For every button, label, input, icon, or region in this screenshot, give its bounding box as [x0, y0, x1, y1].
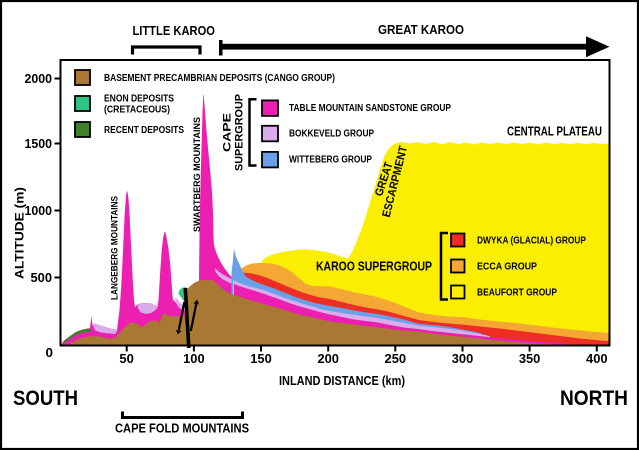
svg-text:KAROO SUPERGROUP: KAROO SUPERGROUP	[316, 260, 432, 274]
svg-text:ECCA GROUP: ECCA GROUP	[477, 262, 537, 273]
svg-text:ENON DEPOSITS: ENON DEPOSITS	[104, 94, 174, 105]
svg-text:300: 300	[452, 351, 474, 366]
svg-text:DWYKA (GLACIAL) GROUP: DWYKA (GLACIAL) GROUP	[477, 236, 586, 247]
svg-text:LANGEBERG MOUNTAINS: LANGEBERG MOUNTAINS	[110, 196, 121, 300]
svg-text:SOUTH: SOUTH	[13, 387, 78, 410]
svg-text:400: 400	[586, 351, 608, 366]
svg-text:0: 0	[46, 345, 54, 360]
svg-text:1500: 1500	[25, 136, 53, 151]
svg-text:250: 250	[385, 351, 407, 366]
svg-text:350: 350	[519, 351, 541, 366]
svg-text:SUPERGROUP: SUPERGROUP	[234, 94, 246, 171]
svg-text:INLAND DISTANCE (km): INLAND DISTANCE (km)	[279, 374, 405, 388]
svg-text:LITTLE KAROO: LITTLE KAROO	[132, 23, 215, 38]
svg-text:SWARTBERG MOUNTAINS: SWARTBERG MOUNTAINS	[192, 117, 203, 232]
svg-text:ALTITUDE (m): ALTITUDE (m)	[13, 187, 27, 279]
svg-text:200: 200	[317, 351, 339, 366]
svg-text:CAPE FOLD MOUNTAINS: CAPE FOLD MOUNTAINS	[115, 422, 249, 436]
svg-text:CENTRAL PLATEAU: CENTRAL PLATEAU	[507, 125, 602, 139]
svg-text:BASEMENT PRECAMBRIAN DEPOSITS: BASEMENT PRECAMBRIAN DEPOSITS (CANGO GRO…	[104, 73, 335, 84]
svg-text:BOKKEVELD GROUP: BOKKEVELD GROUP	[289, 129, 374, 140]
svg-text:(CRETACEOUS): (CRETACEOUS)	[104, 105, 170, 116]
svg-text:2000: 2000	[25, 71, 53, 86]
svg-text:NORTH: NORTH	[560, 387, 628, 410]
svg-text:TABLE MOUNTAIN SANDSTONE GROUP: TABLE MOUNTAIN SANDSTONE GROUP	[289, 103, 451, 114]
svg-text:50: 50	[119, 351, 134, 366]
svg-text:WITTEBERG GROUP: WITTEBERG GROUP	[289, 155, 372, 166]
svg-text:100: 100	[183, 351, 205, 366]
svg-text:150: 150	[250, 351, 272, 366]
svg-text:GREAT KAROO: GREAT KAROO	[378, 22, 464, 37]
svg-text:1000: 1000	[25, 203, 53, 218]
svg-text:CAPE: CAPE	[222, 113, 234, 152]
svg-text:RECENT DEPOSITS: RECENT DEPOSITS	[104, 125, 184, 136]
svg-text:BEAUFORT GROUP: BEAUFORT GROUP	[477, 288, 557, 299]
svg-text:500: 500	[31, 270, 53, 285]
